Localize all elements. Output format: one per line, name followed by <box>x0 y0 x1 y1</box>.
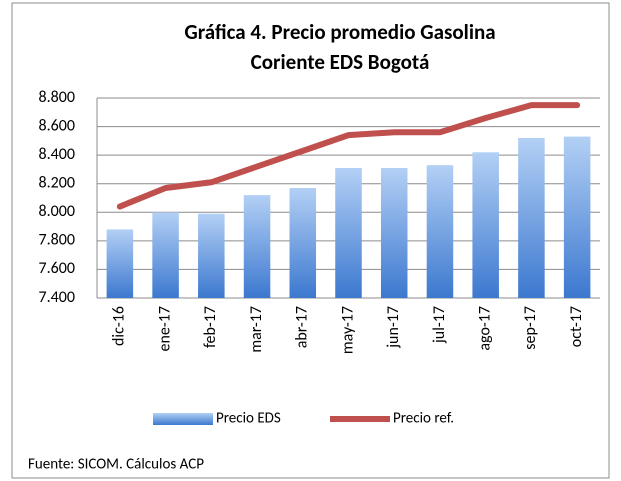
y-tick-label: 8.800 <box>39 88 75 107</box>
x-tick-label: abr-17 <box>293 306 312 348</box>
x-tick-label: oct-17 <box>567 306 586 347</box>
y-tick-label: 8.200 <box>39 174 75 193</box>
chart-title: Gráfica 4. Precio promedio Gasolina <box>184 19 495 45</box>
bar <box>563 136 591 298</box>
x-tick-label: ene-17 <box>155 306 174 351</box>
bar <box>518 138 545 298</box>
legend-label: Precio ref. <box>393 410 454 428</box>
bar <box>472 152 499 298</box>
y-tick-label: 8.400 <box>39 145 75 164</box>
bar <box>380 168 408 298</box>
x-tick-label: may-17 <box>338 306 357 354</box>
chart-title: Coriente EDS Bogotá <box>251 49 430 75</box>
x-tick-label: mar-17 <box>247 306 266 353</box>
x-tick-label: dic-16 <box>110 306 129 346</box>
bar <box>335 168 362 298</box>
bar <box>152 212 179 298</box>
source-note: Fuente: SICOM. Cálculos ACP <box>28 456 204 474</box>
y-tick-label: 7.800 <box>39 231 75 250</box>
line <box>116 102 581 210</box>
legend-swatch <box>153 413 213 425</box>
x-tick-label: feb-17 <box>201 306 220 348</box>
bar <box>243 195 271 298</box>
x-tick-label: sep-17 <box>521 306 540 350</box>
x-tick-label: jun-17 <box>384 306 403 349</box>
y-tick-label: 8.000 <box>39 202 75 221</box>
bar <box>289 188 317 298</box>
bar <box>198 213 225 298</box>
bar <box>106 229 134 298</box>
y-tick-label: 7.400 <box>39 288 75 307</box>
y-tick-label: 8.600 <box>39 116 75 135</box>
y-tick-label: 7.600 <box>39 259 75 278</box>
legend-label: Precio EDS <box>216 410 281 428</box>
x-tick-label: jul-17 <box>430 306 449 344</box>
bar <box>426 165 454 298</box>
x-tick-label: ago-17 <box>475 306 494 351</box>
